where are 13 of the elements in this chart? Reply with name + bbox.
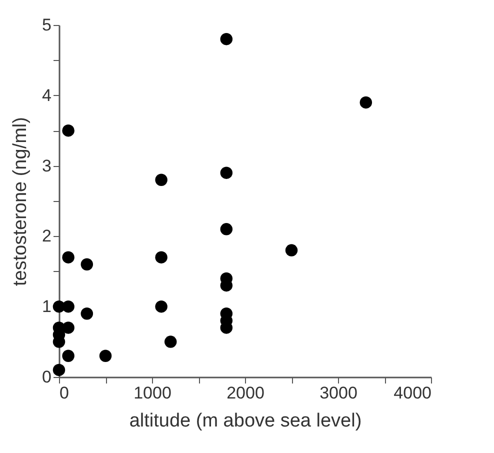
y-tick-label: 4 <box>42 86 52 105</box>
x-tick-label: 3000 <box>320 384 358 402</box>
y-tick-label: 5 <box>42 16 52 34</box>
y-tick-label: 0 <box>42 368 52 386</box>
x-axis-title: altitude (m above sea level) <box>129 410 362 432</box>
x-tick-label: 1000 <box>134 384 172 402</box>
y-axis-title: testosterone (ng/ml) <box>10 117 32 286</box>
x-tick-label: 0 <box>60 384 69 402</box>
y-tick-label: 2 <box>42 226 52 246</box>
x-tick-label: 4000 <box>394 384 432 402</box>
y-tick-label: 3 <box>42 156 52 176</box>
y-tick-label: 1 <box>42 297 52 316</box>
x-tick-label: 2000 <box>226 384 264 402</box>
